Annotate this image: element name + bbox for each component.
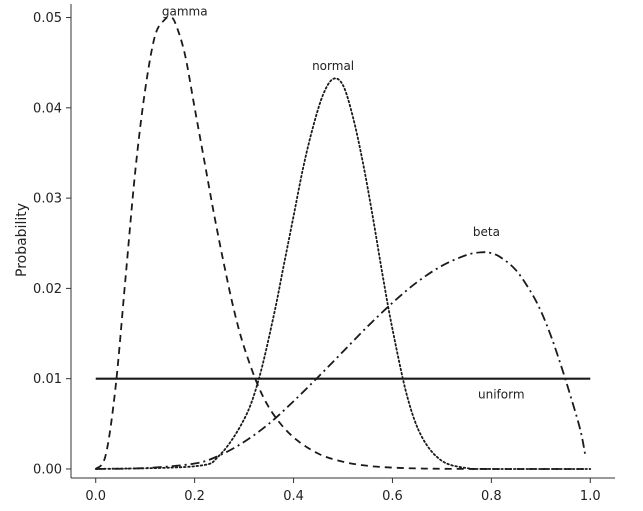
series-label-normal: normal xyxy=(312,59,354,73)
x-tick-label: 0.6 xyxy=(382,489,403,504)
x-tick-label: 0.8 xyxy=(481,489,502,504)
y-tick-label: 0.01 xyxy=(33,372,62,387)
series-lines xyxy=(94,16,592,470)
y-tick-label: 0.02 xyxy=(33,282,62,297)
y-axis-label: Probability xyxy=(14,203,30,277)
series-labels: gamma normal beta uniform xyxy=(162,5,525,402)
y-tick-label: 0.00 xyxy=(33,462,62,477)
x-tick-label: 0.4 xyxy=(283,489,304,504)
x-tick-label: 1.0 xyxy=(580,489,601,504)
series-label-uniform: uniform xyxy=(478,388,525,402)
x-tick-label: 0.0 xyxy=(85,489,106,504)
series-line-gamma xyxy=(95,16,591,470)
series-label-beta: beta xyxy=(473,225,500,239)
axes: 0.00 0.01 0.02 0.03 0.04 0.05 0.0 0.2 0.4 0.6 0.8 1… xyxy=(33,4,615,504)
y-tick-label: 0.05 xyxy=(33,11,62,26)
series-label-gamma: gamma xyxy=(162,5,208,19)
series-line-beta xyxy=(95,251,587,470)
x-tick-label: 0.2 xyxy=(184,489,205,504)
series-line-normal xyxy=(94,77,592,470)
y-tick-label: 0.03 xyxy=(33,192,62,207)
y-tick-label: 0.04 xyxy=(33,101,62,116)
